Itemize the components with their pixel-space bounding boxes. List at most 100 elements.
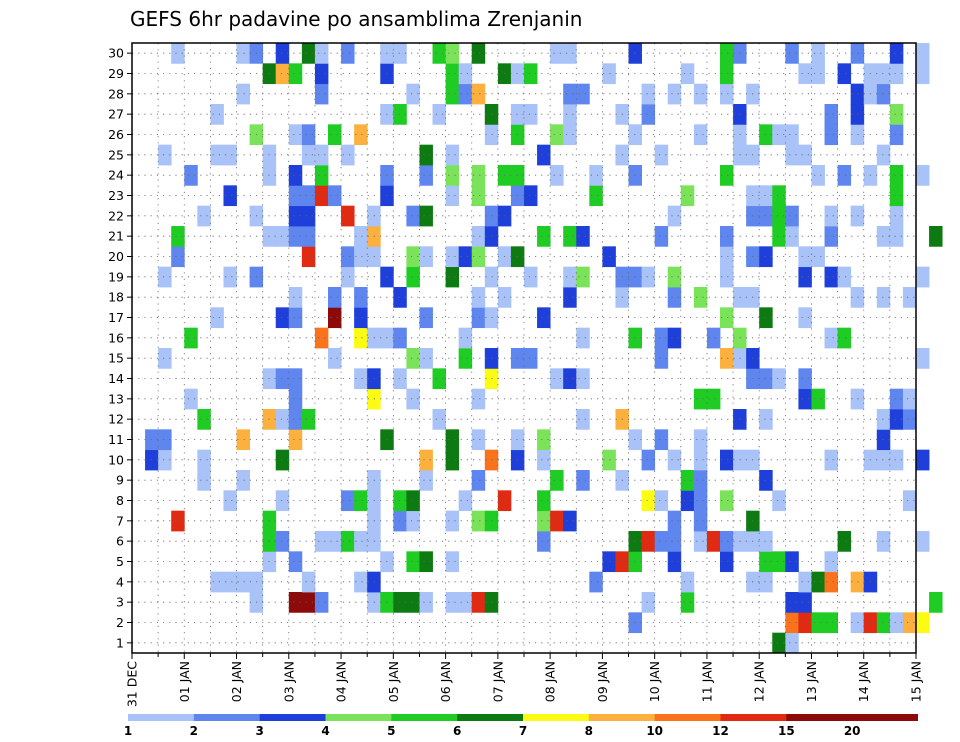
heatmap-cell <box>445 165 460 186</box>
heatmap-cell <box>667 510 682 532</box>
y-tick-label: 24 <box>108 168 124 183</box>
heatmap-cell <box>458 83 473 105</box>
heatmap-cell <box>876 409 891 430</box>
heatmap-cell <box>419 348 433 369</box>
heatmap-cell <box>576 327 590 349</box>
heatmap-cell <box>916 612 930 634</box>
y-tick-label: 3 <box>116 595 124 610</box>
heatmap-cell <box>510 246 525 268</box>
heatmap-cell <box>354 287 368 308</box>
heatmap-cell <box>275 43 290 64</box>
heatmap-cell <box>328 307 342 329</box>
heatmap-cell <box>471 43 486 64</box>
heatmap-cell <box>158 429 172 451</box>
heatmap-cell <box>798 592 812 613</box>
heatmap-cell <box>275 307 290 329</box>
heatmap-cell <box>301 124 316 146</box>
heatmap-cell <box>720 246 734 268</box>
heatmap-cell <box>720 266 734 288</box>
heatmap-cell <box>693 531 708 552</box>
heatmap-cell <box>288 429 303 451</box>
heatmap-cell <box>811 612 825 634</box>
x-tick-label: 01 JAN <box>177 661 192 702</box>
heatmap-cell <box>471 510 486 532</box>
heatmap-cell <box>301 571 316 593</box>
heatmap-cell <box>785 632 799 654</box>
heatmap-cell <box>445 63 460 85</box>
heatmap-cell <box>197 409 211 430</box>
heatmap-cell <box>563 104 577 125</box>
heatmap-cell <box>824 327 838 349</box>
heatmap-cell <box>288 165 303 186</box>
colorbar-swatch <box>259 714 326 721</box>
heatmap-cell <box>811 63 825 85</box>
heatmap-cell <box>288 185 303 207</box>
heatmap-cell <box>223 490 237 512</box>
colorbar-swatch <box>852 714 918 721</box>
y-tick-label: 5 <box>116 554 124 569</box>
heatmap-cell <box>393 327 407 349</box>
heatmap-cell <box>484 368 499 390</box>
heatmap-cell <box>406 592 420 613</box>
heatmap-cell <box>667 205 682 227</box>
colorbar-swatch <box>786 714 853 721</box>
heatmap-cell <box>393 510 407 532</box>
heatmap-cell <box>288 388 303 410</box>
heatmap-cell <box>785 612 799 634</box>
heatmap-cell <box>902 388 917 410</box>
heatmap-cell <box>484 592 499 613</box>
heatmap-cell <box>419 165 433 186</box>
heatmap-cell <box>889 612 904 634</box>
heatmap-cell <box>537 144 551 166</box>
heatmap-cell <box>576 226 590 247</box>
heatmap-cell <box>406 205 420 227</box>
heatmap-cell <box>889 205 904 227</box>
heatmap-cell <box>419 470 433 491</box>
heatmap-cell <box>759 124 773 146</box>
heatmap-cell <box>537 510 551 532</box>
heatmap-cell <box>314 63 329 85</box>
heatmap-cell <box>759 205 773 227</box>
heatmap-cell <box>811 43 825 64</box>
colorbar-label: 1 <box>124 724 132 738</box>
heatmap-cell <box>798 571 812 593</box>
heatmap-cell <box>406 388 420 410</box>
heatmap-cell <box>876 226 891 247</box>
heatmap-cell <box>458 63 473 85</box>
heatmap-cell <box>902 612 917 634</box>
heatmap-cell <box>341 144 355 166</box>
heatmap-cell <box>667 266 682 288</box>
y-tick-label: 20 <box>108 249 124 264</box>
heatmap-cell <box>158 144 172 166</box>
heatmap-cell <box>484 104 499 125</box>
heatmap-cell <box>759 307 773 329</box>
heatmap-cell <box>354 571 368 593</box>
heatmap-cell <box>667 551 682 573</box>
heatmap-cell <box>916 348 930 369</box>
colorbar-swatch <box>588 714 656 721</box>
heatmap-cell <box>393 287 407 308</box>
colorbar-swatch <box>128 714 195 721</box>
heatmap-cell <box>301 592 316 613</box>
heatmap-cell <box>772 226 786 247</box>
heatmap-cell <box>602 449 616 471</box>
heatmap-cell <box>824 612 838 634</box>
heatmap-cell <box>798 368 812 390</box>
heatmap-cell <box>301 185 316 207</box>
colorbar-label: 5 <box>387 724 395 738</box>
heatmap-cell <box>275 531 290 552</box>
y-tick-label: 13 <box>108 391 124 406</box>
heatmap-cell <box>458 327 473 349</box>
heatmap-cell <box>798 388 812 410</box>
heatmap-cell <box>197 205 211 227</box>
heatmap-cell <box>563 287 577 308</box>
heatmap-cell <box>484 266 499 288</box>
heatmap-cell <box>902 490 917 512</box>
heatmap-cell <box>576 266 590 288</box>
heatmap-cell <box>445 551 460 573</box>
heatmap-cell <box>889 388 904 410</box>
heatmap-cell <box>785 43 799 64</box>
heatmap-cell <box>484 307 499 329</box>
heatmap-cell <box>589 185 603 207</box>
heatmap-cell <box>537 226 551 247</box>
